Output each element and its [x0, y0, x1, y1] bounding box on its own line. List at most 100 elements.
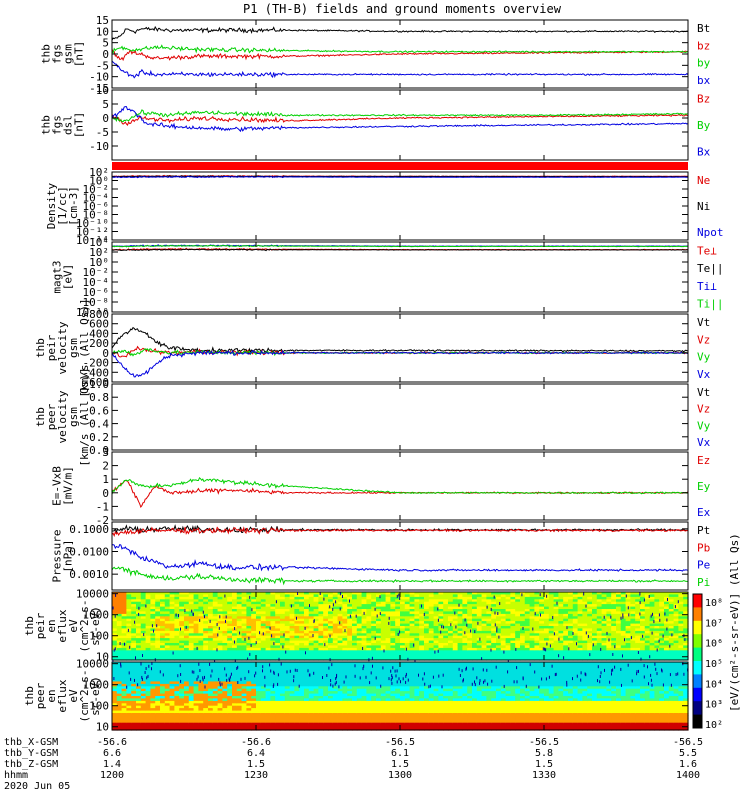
spectrogram-dot — [271, 634, 272, 637]
spectrogram-dot — [176, 614, 177, 617]
spectrogram-dot — [470, 630, 471, 633]
legend-Te⊥: Te⊥ — [697, 244, 717, 257]
spectrogram-dot — [342, 595, 343, 598]
spectrogram-dot — [671, 633, 672, 636]
spectrogram-dot — [644, 599, 645, 602]
spectrogram-dot — [543, 647, 544, 650]
y-tick-label: 0.2 — [89, 431, 109, 444]
legend-Bt: Bt — [697, 22, 710, 35]
spectrogram-dot — [305, 651, 306, 654]
spectrogram-dot — [642, 635, 643, 638]
spectrogram-dot — [659, 619, 660, 622]
spectrogram-dot — [199, 619, 200, 622]
y-tick-label: -1 — [96, 500, 109, 513]
y-tick-label: 0 — [102, 112, 109, 125]
spectrogram-dot — [600, 648, 601, 651]
spectrogram-dot — [380, 595, 381, 598]
spectrogram-dot — [309, 604, 310, 607]
y-axis-label: [nT] — [73, 112, 86, 139]
spectrogram-dot — [234, 641, 235, 644]
spectrogram-dot — [540, 593, 541, 596]
spectrogram-dot — [217, 633, 218, 636]
spectrogram-dot — [464, 631, 465, 634]
spectrogram-dot — [197, 647, 198, 650]
spectrogram-dot — [663, 635, 664, 638]
spectrogram-dot — [477, 622, 478, 625]
y-tick-label: -10 — [89, 140, 109, 153]
spectrogram-dot — [622, 654, 623, 657]
spectrogram-dot — [330, 635, 331, 638]
spectrogram-dot — [558, 638, 559, 641]
spectrogram-dot — [567, 626, 568, 629]
spectrogram-dot — [652, 613, 653, 616]
spectrogram-dot — [263, 632, 264, 635]
panel-frame — [112, 242, 688, 312]
spectrogram-dot — [568, 647, 569, 650]
legend-Pt: Pt — [697, 524, 710, 537]
spectrogram-dot — [380, 612, 381, 615]
spectrogram-dot — [384, 649, 385, 652]
spectrogram-dot — [135, 656, 136, 659]
spectrogram-dot — [669, 645, 670, 648]
spectrogram-dot — [372, 657, 373, 660]
spectrogram-dot — [364, 612, 365, 615]
spectrogram-dot — [649, 595, 650, 598]
spectrogram-dot — [631, 636, 632, 639]
state-bar-mark — [112, 162, 688, 170]
spectrogram-dot — [345, 629, 346, 632]
series-line-Vx — [112, 351, 688, 377]
spectrogram-dot — [248, 637, 249, 640]
spectrogram-dot — [323, 598, 324, 601]
legend-Vt: Vt — [697, 316, 710, 329]
spectrogram-dot — [487, 606, 488, 609]
spectrogram-dot — [639, 613, 640, 616]
spectrogram-dot — [362, 647, 363, 650]
y-tick-label: 0.6 — [89, 404, 109, 417]
spectrogram-dot — [217, 648, 218, 651]
spectrogram-dot — [115, 594, 116, 597]
y-axis-label: sr-eV) — [89, 606, 102, 646]
spectrogram-dot — [225, 620, 226, 623]
spectrogram-dot — [142, 654, 143, 657]
spectrogram-dot — [651, 615, 652, 618]
spectrogram-dot — [675, 605, 676, 608]
legend-by: by — [697, 57, 711, 70]
series-line-Pe — [112, 545, 688, 572]
spectrogram-dot — [180, 628, 181, 631]
spectrogram-dot — [153, 630, 154, 633]
spectrogram-dot — [624, 638, 625, 641]
spectrogram-dot — [285, 651, 286, 654]
panel-peir-velocity: 8006004002000-200-400-600thbpeirvelocity… — [34, 298, 711, 397]
spectrogram-dot — [389, 617, 390, 620]
series-line-Ey — [112, 478, 688, 495]
spectrogram-dot — [495, 612, 496, 615]
spectrogram-dot — [438, 619, 439, 622]
legend-Ti⊥: Ti⊥ — [697, 280, 717, 293]
spectrogram-dot — [614, 645, 615, 648]
spectrogram-dot — [305, 627, 306, 630]
spectrogram-dot — [441, 625, 442, 628]
spectrogram-dot — [588, 635, 589, 638]
spectrogram-dot — [496, 626, 497, 629]
spectrogram-dot — [259, 631, 260, 634]
spectrogram-dot — [273, 642, 274, 645]
series-line-Bt — [112, 27, 688, 40]
panels-group: 151050-5-10-15thbfgsgsm[nT]Btbzbybx1050-… — [23, 14, 724, 734]
spectrogram-dot — [291, 605, 292, 608]
spectrogram-dot — [333, 603, 334, 606]
spectrogram-dot — [454, 612, 455, 615]
spectrogram-dot — [339, 621, 340, 624]
spectrogram-dot — [249, 653, 250, 656]
spectrogram-dot — [296, 617, 297, 620]
y-tick-label: 1.0 — [89, 378, 109, 391]
spectrogram-dot — [270, 627, 271, 630]
spectrogram-dot — [666, 628, 667, 631]
series-line-bx — [112, 61, 688, 78]
spectrogram-dot — [398, 594, 399, 597]
spectrogram-dot — [652, 632, 653, 635]
y-axis-label: [cm-3] — [67, 186, 80, 226]
panel-frame — [112, 522, 688, 590]
series-line-Pb — [112, 527, 688, 536]
legend-Ez: Ez — [697, 454, 710, 467]
spectrogram-dot — [491, 608, 492, 611]
